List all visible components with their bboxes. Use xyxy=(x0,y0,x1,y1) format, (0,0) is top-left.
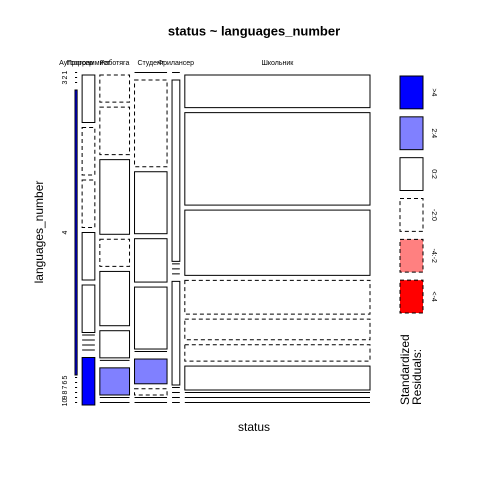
column-label: Студент xyxy=(137,60,164,67)
legend-title: Standardized xyxy=(398,334,412,405)
level-label: 3 xyxy=(62,80,69,84)
legend-swatch xyxy=(399,238,424,273)
mosaic-cell xyxy=(99,106,131,156)
mosaic-cell xyxy=(184,318,371,341)
mosaic-cell xyxy=(99,330,131,359)
level-label: 2 xyxy=(62,75,69,79)
column-label: Программист xyxy=(67,60,111,67)
level-label: 7 xyxy=(62,385,69,389)
mosaic-cell xyxy=(184,112,371,206)
mosaic-cell xyxy=(134,388,168,396)
mosaic-cell xyxy=(81,357,96,406)
mosaic-cell xyxy=(171,280,181,386)
level-label: 8 xyxy=(62,390,69,394)
legend-swatch xyxy=(399,157,424,192)
level-label: 10 xyxy=(62,399,69,407)
level-label: 9 xyxy=(62,395,69,399)
mosaic-cell xyxy=(99,270,131,327)
mosaic-cell xyxy=(184,209,371,276)
legend-label: 0:2 xyxy=(430,169,437,179)
mosaic-cell xyxy=(74,89,78,376)
mosaic-cell xyxy=(184,365,371,391)
legend-swatch xyxy=(399,75,424,110)
mosaic-cell xyxy=(184,279,371,315)
legend-label: >4 xyxy=(430,88,437,96)
mosaic-cell xyxy=(134,286,168,350)
mosaic-cell xyxy=(184,344,371,362)
legend-label: <-4 xyxy=(430,291,437,301)
mosaic-cell xyxy=(184,74,371,109)
legend-swatch xyxy=(399,279,424,314)
column-label: Школьник xyxy=(261,60,294,67)
mosaic-cell xyxy=(134,79,168,168)
column-label: Работяга xyxy=(100,59,129,67)
legend-label: -4:-2 xyxy=(430,249,437,264)
legend-label: -2:0 xyxy=(430,209,437,221)
mosaic-cell xyxy=(81,232,96,281)
column-label: Аутсорсер xyxy=(59,60,93,67)
mosaic-cell xyxy=(99,367,131,396)
legend-swatch xyxy=(399,198,424,232)
mosaic-cell xyxy=(99,74,131,103)
y-axis-label: languages_number xyxy=(32,181,46,284)
level-label: 1 xyxy=(62,70,69,74)
column-label: Фрилансер xyxy=(158,60,194,67)
mosaic-cell xyxy=(81,179,96,228)
legend-swatch xyxy=(399,116,424,151)
legend-label: 2:4 xyxy=(430,128,437,138)
mosaic-cell xyxy=(134,171,168,235)
mosaic-cell xyxy=(81,284,96,333)
chart-title: status ~ languages_number xyxy=(168,23,340,38)
level-label: 4 xyxy=(62,230,69,234)
mosaic-cell xyxy=(134,358,168,385)
mosaic-cell xyxy=(99,159,131,235)
mosaic-cell xyxy=(81,74,96,123)
mosaic-cell xyxy=(134,238,168,283)
level-label: 6 xyxy=(62,380,69,384)
mosaic-cell xyxy=(171,79,181,262)
legend-title: Residuals: xyxy=(410,349,424,405)
mosaic-cell xyxy=(99,238,131,267)
mosaic-cell xyxy=(81,127,96,176)
level-label: 5 xyxy=(62,375,69,379)
x-axis-label: status xyxy=(238,420,270,434)
